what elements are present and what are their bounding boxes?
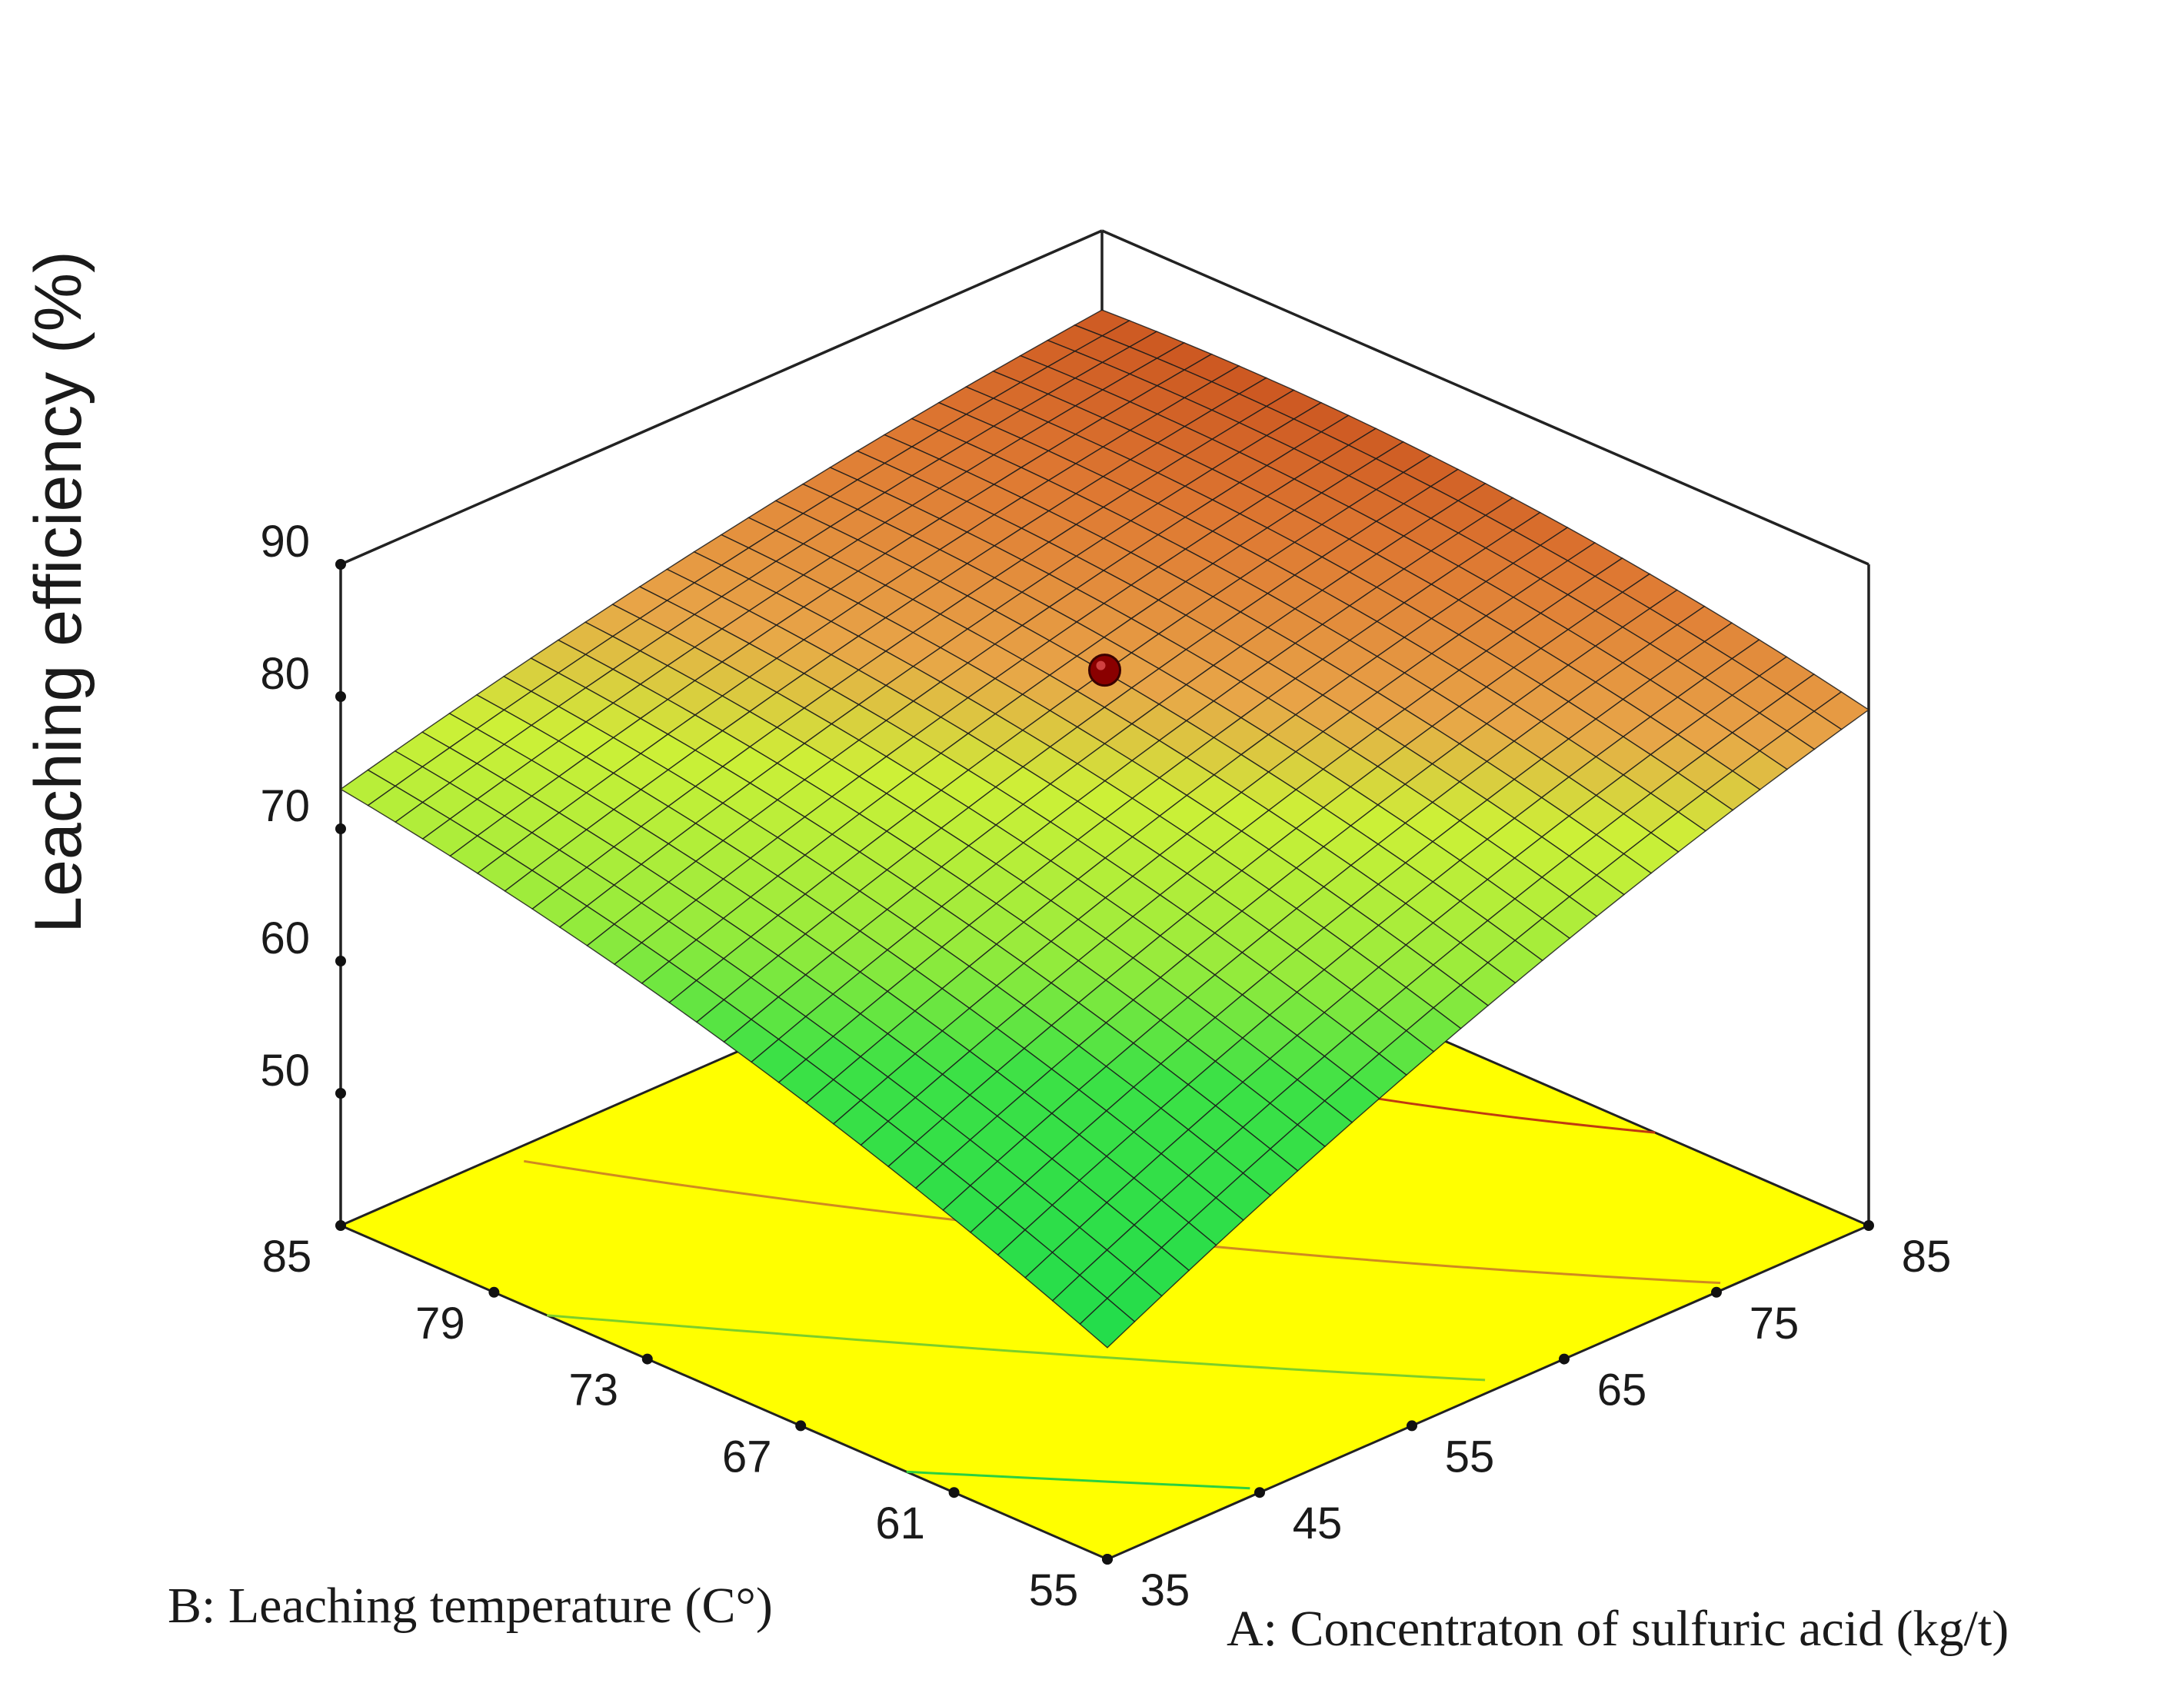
- z-tick-60: [335, 956, 346, 966]
- x-tick-label-75: 75: [1750, 1299, 1799, 1349]
- x-tick-75: [1711, 1286, 1722, 1298]
- x-tick-label-45: 45: [1293, 1498, 1343, 1548]
- y-tick-label-61: 61: [875, 1498, 925, 1548]
- y-tick-73: [641, 1353, 653, 1365]
- x-tick-55: [1407, 1420, 1417, 1432]
- frame-top-left-edge: [340, 229, 1103, 566]
- x-tick-35: [1102, 1554, 1113, 1565]
- z-axis-title: Leaching efficiency (%): [22, 251, 95, 933]
- x-tick-label-35: 35: [1140, 1565, 1190, 1615]
- y-axis-title: B: Leaching temperature (C°): [168, 1578, 773, 1634]
- y-tick-67: [795, 1420, 807, 1432]
- axis-ticks: [335, 559, 1874, 1565]
- x-tick-label-65: 65: [1597, 1365, 1647, 1415]
- y-tick-61: [948, 1487, 960, 1498]
- z-tick-50: [335, 1088, 346, 1099]
- z-tick-label-60: 60: [260, 913, 310, 963]
- x-tick-label-85: 85: [1902, 1232, 1952, 1282]
- y-tick-label-79: 79: [415, 1299, 465, 1349]
- response-surface-mesh: [339, 309, 1870, 1349]
- x-tick-45: [1254, 1487, 1265, 1498]
- z-tick-label-70: 70: [260, 781, 310, 831]
- design-point: [1088, 654, 1121, 687]
- x-tick-65: [1559, 1353, 1570, 1365]
- x-tick-label-55: 55: [1445, 1432, 1495, 1482]
- y-tick-label-73: 73: [569, 1365, 619, 1415]
- axis-tick-labels: 50 60 70 80 90 55 61 67 73 79 85 35 45 55 65 75 85: [260, 517, 1951, 1615]
- y-tick-label-85: 85: [262, 1232, 312, 1282]
- z-tick-label-50: 50: [260, 1046, 310, 1096]
- y-tick-79: [488, 1286, 500, 1298]
- design-point-highlight: [1096, 660, 1106, 670]
- x-tick-85: [1863, 1220, 1874, 1231]
- y-tick-85: [335, 1220, 346, 1231]
- y-tick-label-67: 67: [722, 1432, 772, 1482]
- z-tick-90: [335, 559, 346, 570]
- y-tick-label-55: 55: [1029, 1565, 1079, 1615]
- contour-line-1: [906, 1470, 1250, 1490]
- x-axis-title: A: Concentraton of sulfuric acid (kg/t): [1227, 1601, 2009, 1657]
- z-tick-70: [335, 823, 346, 834]
- z-tick-label-90: 90: [260, 517, 310, 567]
- frame-top-right-edge: [1101, 229, 1869, 566]
- design-point-group: [1088, 654, 1121, 687]
- contour-line-2: [547, 1314, 1486, 1382]
- z-tick-80: [335, 691, 346, 702]
- surface-cell: [1079, 1297, 1136, 1349]
- z-tick-label-80: 80: [260, 649, 310, 699]
